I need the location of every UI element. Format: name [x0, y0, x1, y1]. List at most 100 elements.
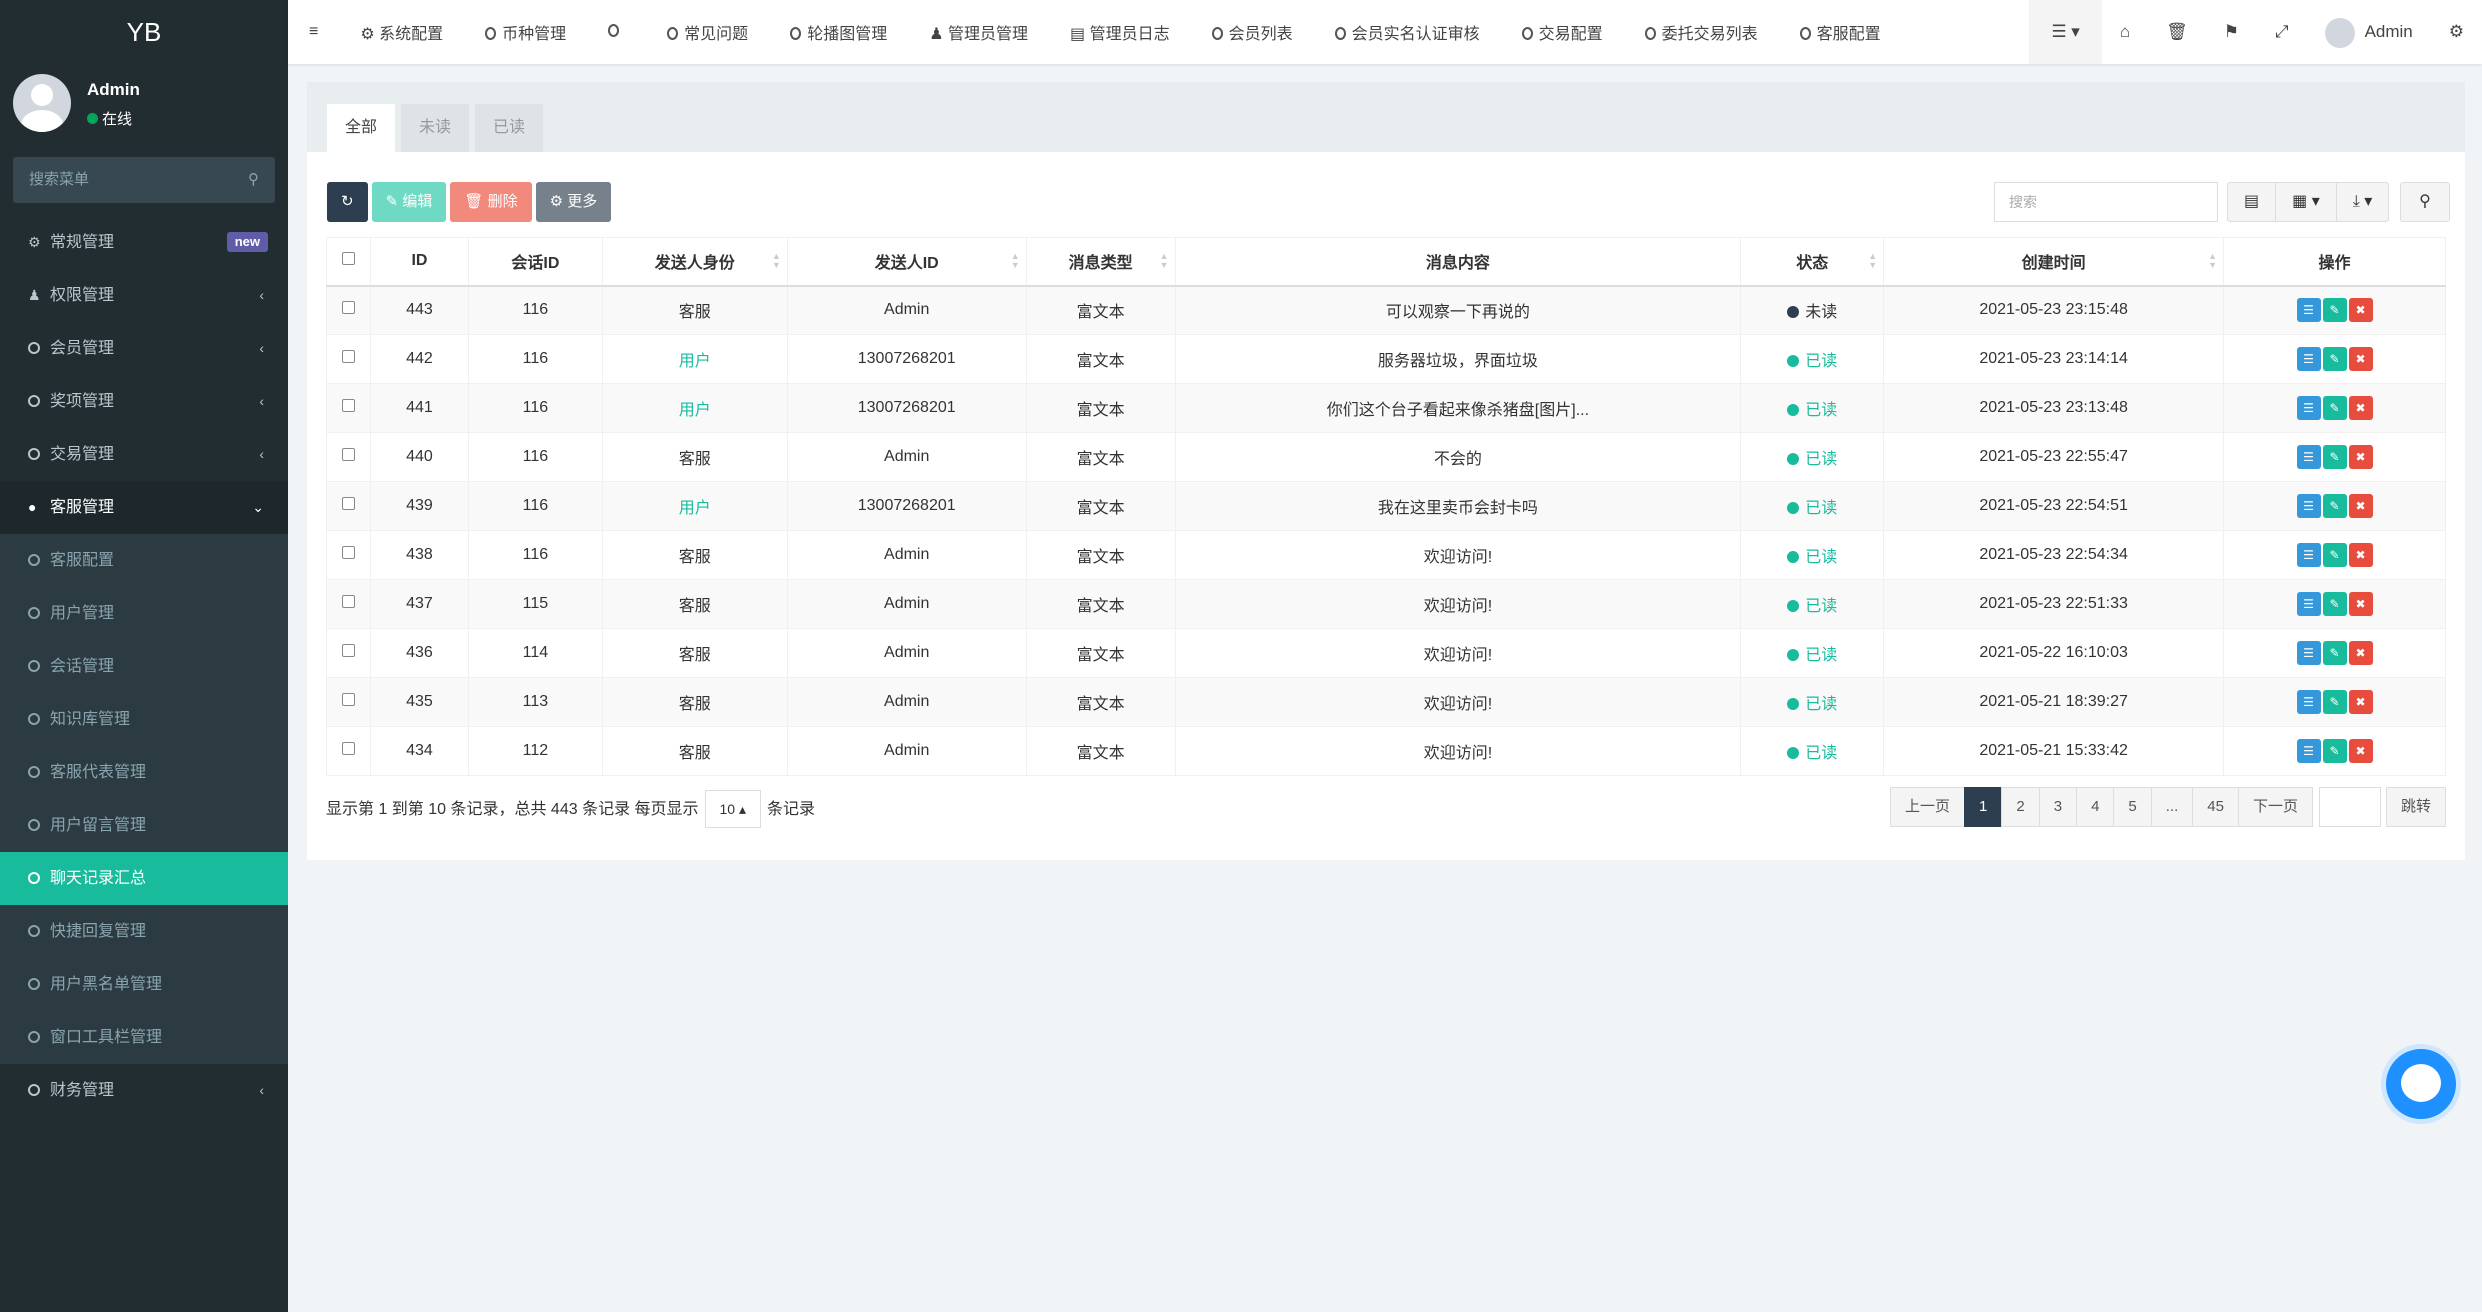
topnav-item[interactable]: 常见问题 [646, 20, 769, 44]
column-header[interactable]: 消息内容 [1174, 237, 1742, 287]
view-button[interactable]: ☰ [2296, 445, 2321, 469]
trash-icon[interactable]: 🗑 [2166, 22, 2188, 41]
sidebar-item[interactable]: 财务管理 ‹ [0, 1064, 288, 1117]
sidebar-subitem[interactable]: 快捷回复管理 [0, 905, 288, 958]
column-header[interactable]: ID [369, 237, 469, 287]
row-checkbox[interactable] [341, 497, 355, 510]
home-icon[interactable]: ⌂ [2119, 22, 2131, 41]
edit-button[interactable]: ✎ [2322, 494, 2347, 518]
column-header[interactable]: 状态 ▲ ▼ [1740, 237, 1885, 287]
topnav-item[interactable]: 交易配置 [1501, 20, 1624, 44]
edit-button[interactable]: ✎ [2322, 298, 2347, 323]
jump-button[interactable]: 跳转 [2385, 787, 2446, 827]
sidebar-item[interactable]: 会员管理 ‹ [0, 322, 288, 375]
page-button[interactable]: ... [2150, 787, 2194, 827]
delete-button[interactable]: ✖ [2348, 494, 2373, 518]
topnav-item[interactable] [587, 23, 646, 41]
page-button[interactable]: 3 [2038, 787, 2078, 827]
row-checkbox[interactable] [341, 742, 355, 755]
sidebar-subitem[interactable]: 窗口工具栏管理 [0, 1011, 288, 1064]
settings-icon[interactable]: ⚙ [2448, 22, 2464, 41]
select-all-checkbox[interactable] [341, 252, 355, 266]
next-page-button[interactable]: 下一页 [2237, 787, 2313, 827]
column-header[interactable]: 消息类型 ▲ ▼ [1025, 237, 1176, 287]
page-button[interactable]: 5 [2113, 787, 2152, 827]
row-checkbox[interactable] [341, 693, 355, 706]
more-button[interactable]: ⚙ 更多 [535, 182, 612, 222]
page-button[interactable]: 2 [2001, 787, 2040, 827]
table-search-input[interactable]: 搜索 [1994, 182, 2218, 222]
menu-toggle-dropdown[interactable]: ☰ ▾ [2029, 0, 2102, 64]
edit-button[interactable]: ✎ [2322, 347, 2347, 371]
sidebar-subitem[interactable]: 客服代表管理 [0, 746, 288, 799]
sidebar-subitem[interactable]: 客服配置 [0, 534, 288, 587]
sidebar-subitem[interactable]: 用户黑名单管理 [0, 958, 288, 1011]
topnav-item[interactable]: ▤ 管理员日志 [1049, 20, 1191, 44]
view-button[interactable]: ☰ [2296, 347, 2321, 371]
sort-icon[interactable]: ▲ ▼ [1868, 251, 1878, 270]
view-button[interactable]: ☰ [2296, 298, 2321, 323]
sidebar-item[interactable]: ● 客服管理 ⌄ [0, 481, 288, 534]
prev-page-button[interactable]: 上一页 [1890, 787, 1966, 827]
columns-icon[interactable]: ▦ ▾ [2276, 183, 2337, 221]
sidebar-item[interactable]: ♟ 权限管理 ‹ [0, 269, 288, 322]
column-header[interactable]: 创建时间 ▲ ▼ [1883, 237, 2225, 287]
delete-button[interactable]: ✖ [2348, 445, 2373, 469]
tab-read[interactable]: 已读 [475, 104, 544, 152]
delete-button[interactable]: ✖ [2348, 543, 2373, 567]
sidebar-subitem[interactable]: 用户管理 [0, 587, 288, 640]
refresh-button[interactable]: ↻ [327, 182, 368, 222]
view-button[interactable]: ☰ [2296, 690, 2321, 714]
toggle-view-icon[interactable]: ▤ [2228, 183, 2277, 221]
column-header[interactable]: 发送人ID ▲ ▼ [786, 237, 1027, 287]
topnav-item[interactable]: 轮播图管理 [769, 20, 908, 44]
delete-button[interactable]: ✖ [2348, 739, 2373, 763]
advanced-search-button[interactable]: ⚲ [2400, 182, 2450, 222]
edit-button[interactable]: ✎ [2322, 690, 2347, 714]
topnav-item[interactable]: ⚙ 系统配置 [339, 20, 464, 44]
page-button[interactable]: 1 [1964, 787, 2003, 827]
view-button[interactable]: ☰ [2296, 494, 2321, 518]
sidebar-item[interactable]: 交易管理 ‹ [0, 428, 288, 481]
edit-button[interactable]: ✎ 编辑 [371, 182, 447, 222]
sort-icon[interactable]: ▲ ▼ [2208, 251, 2218, 270]
view-button[interactable]: ☰ [2296, 739, 2321, 763]
view-button[interactable]: ☰ [2296, 543, 2321, 567]
sidebar-item[interactable]: ⚙ 常规管理 new [0, 216, 288, 269]
export-icon[interactable]: ⤓ ▾ [2352, 193, 2373, 210]
row-checkbox[interactable] [341, 350, 355, 363]
topnav-item[interactable]: 币种管理 [464, 20, 587, 44]
sidebar-subitem[interactable]: 用户留言管理 [0, 799, 288, 852]
edit-button[interactable]: ✎ [2322, 396, 2347, 420]
sort-icon[interactable]: ▲ ▼ [1010, 251, 1020, 270]
topnav-item[interactable]: 会员实名认证审核 [1314, 20, 1501, 44]
delete-button[interactable]: ✖ [2348, 396, 2373, 420]
row-checkbox[interactable] [341, 644, 355, 657]
sidebar-subitem[interactable]: 知识库管理 [0, 693, 288, 746]
edit-button[interactable]: ✎ [2322, 592, 2347, 616]
topnav-item[interactable]: 客服配置 [1779, 20, 1902, 44]
topnav-item[interactable]: 委托交易列表 [1624, 20, 1779, 44]
view-button[interactable]: ☰ [2296, 396, 2321, 420]
delete-button[interactable]: ✖ [2348, 641, 2373, 665]
row-checkbox[interactable] [341, 301, 355, 315]
view-button[interactable]: ☰ [2296, 641, 2321, 665]
sidebar-subitem[interactable]: 聊天记录汇总 [0, 852, 288, 905]
sort-icon[interactable]: ▲ ▼ [771, 251, 781, 270]
page-button[interactable]: 4 [2076, 787, 2115, 827]
jump-page-input[interactable] [2318, 787, 2381, 827]
fullscreen-icon[interactable]: ⤢ [2274, 22, 2289, 41]
topnav-item[interactable]: 会员列表 [1191, 20, 1314, 44]
column-header[interactable]: 会话ID [467, 237, 603, 287]
column-header[interactable]: 操作 [2223, 237, 2446, 287]
tab-all[interactable]: 全部 [327, 104, 396, 152]
chat-widget-icon[interactable] [2386, 1049, 2456, 1119]
row-checkbox[interactable] [341, 399, 355, 412]
row-checkbox[interactable] [341, 448, 355, 461]
user-menu[interactable]: Admin [2307, 0, 2431, 64]
row-checkbox[interactable] [341, 546, 355, 559]
delete-button[interactable]: ✖ [2348, 298, 2373, 323]
language-icon[interactable]: ⚑ [2223, 22, 2239, 41]
topnav-item[interactable]: ♟ 管理员管理 [908, 20, 1049, 44]
edit-button[interactable]: ✎ [2322, 739, 2347, 763]
